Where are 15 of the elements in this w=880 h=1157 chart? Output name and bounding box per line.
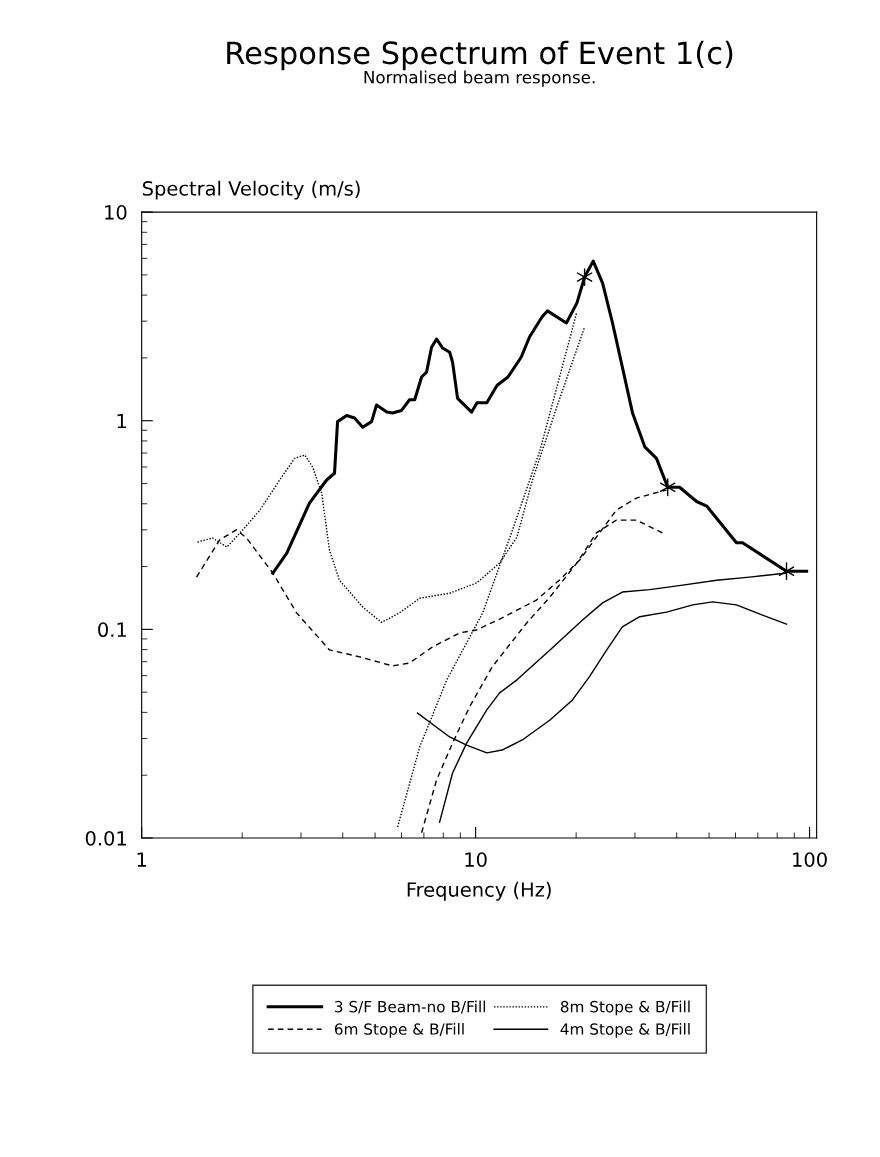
x-axis-title: Frequency (Hz)	[407, 881, 551, 901]
x-tick-label: 100	[793, 852, 827, 867]
y-tick-label: 1	[117, 413, 126, 429]
y-tick-label: 0.01	[85, 830, 126, 846]
legend-label: 4m Stope & B/Fill	[560, 1023, 690, 1038]
x-tick-label: 1	[137, 852, 147, 867]
chart-title: Response Spectrum of Event 1(c)	[227, 40, 733, 71]
legend-label: 8m Stope & B/Fill	[560, 1000, 690, 1016]
x-tick-label: 10	[465, 852, 487, 867]
legend-label: 6m Stope & B/Fill	[334, 1023, 464, 1038]
y-tick-label: 10	[105, 205, 127, 220]
chart-subtitle: Normalised beam response.	[364, 70, 595, 87]
y-axis-title: Spectral Velocity (m/s)	[142, 180, 360, 200]
y-tick-label: 0.1	[98, 622, 126, 638]
legend-label: 3 S/F Beam-no B/Fill	[335, 1000, 486, 1014]
